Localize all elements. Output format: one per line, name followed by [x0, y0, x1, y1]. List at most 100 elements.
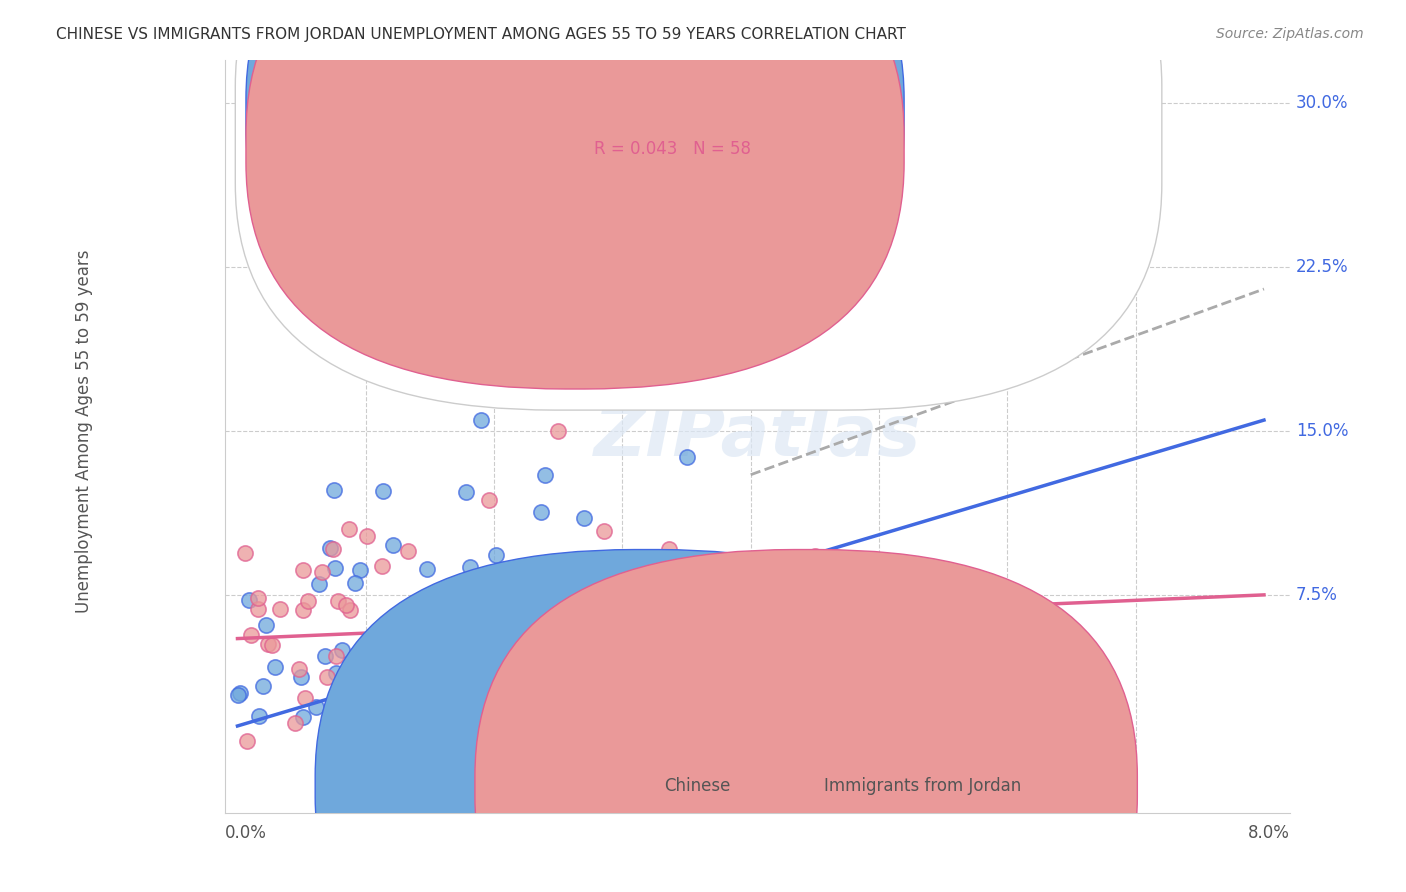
Point: [675, 450, 697, 465]
Point: [593, 524, 616, 538]
Point: [284, 715, 307, 730]
FancyBboxPatch shape: [475, 549, 1137, 892]
Point: [318, 722, 340, 736]
Point: [530, 504, 553, 518]
Point: [484, 548, 506, 562]
Text: Unemployment Among Ages 55 to 59 years: Unemployment Among Ages 55 to 59 years: [75, 249, 93, 613]
Point: [356, 529, 378, 543]
Point: [482, 648, 505, 662]
Point: [252, 679, 274, 693]
Point: [423, 599, 446, 613]
Point: [297, 593, 319, 607]
Point: [415, 606, 437, 620]
Point: [478, 492, 501, 507]
Point: [325, 648, 347, 663]
Point: [382, 538, 405, 552]
Point: [330, 643, 353, 657]
Text: 30.0%: 30.0%: [1296, 95, 1348, 112]
Point: [254, 617, 277, 632]
Point: [456, 484, 478, 499]
Text: 15.0%: 15.0%: [1296, 422, 1348, 440]
Point: [325, 665, 347, 680]
Point: [658, 542, 681, 557]
Point: [440, 616, 463, 631]
Text: 8.0%: 8.0%: [1247, 824, 1289, 842]
Point: [291, 563, 314, 577]
Point: [569, 624, 592, 638]
Point: [319, 541, 342, 555]
Point: [444, 238, 467, 252]
Point: [541, 626, 564, 640]
FancyBboxPatch shape: [246, 0, 904, 389]
Text: 7.5%: 7.5%: [1296, 586, 1339, 604]
Text: Chinese: Chinese: [665, 777, 731, 796]
Point: [470, 606, 492, 620]
Point: [315, 670, 337, 684]
Point: [239, 628, 262, 642]
Point: [326, 594, 349, 608]
Point: [322, 483, 344, 497]
Text: R = 0.043   N = 58: R = 0.043 N = 58: [595, 139, 751, 158]
Point: [308, 577, 330, 591]
Point: [482, 326, 505, 340]
Point: [396, 544, 419, 558]
Point: [291, 603, 314, 617]
Point: [335, 598, 357, 612]
Point: [292, 710, 315, 724]
Point: [260, 638, 283, 652]
Point: [337, 523, 360, 537]
Text: ZIPatlas: ZIPatlas: [593, 402, 921, 471]
Point: [416, 562, 439, 576]
Point: [247, 591, 270, 605]
Point: [470, 413, 492, 427]
Point: [269, 602, 291, 616]
Point: [229, 686, 252, 700]
Point: [391, 653, 413, 667]
Point: [311, 565, 333, 579]
Point: [714, 649, 737, 664]
Text: 22.5%: 22.5%: [1296, 258, 1348, 277]
Point: [804, 549, 827, 564]
Point: [415, 626, 437, 640]
Point: [236, 734, 259, 748]
Point: [522, 380, 544, 394]
Point: [373, 483, 395, 498]
Text: Immigrants from Jordan: Immigrants from Jordan: [824, 777, 1022, 796]
Point: [509, 636, 531, 650]
Point: [344, 576, 367, 591]
Point: [492, 669, 515, 683]
Point: [322, 542, 344, 557]
Point: [287, 662, 309, 676]
Point: [1060, 730, 1083, 744]
Point: [534, 467, 557, 482]
Point: [572, 511, 595, 525]
Point: [264, 659, 287, 673]
Text: R = 0.340   N = 45: R = 0.340 N = 45: [595, 104, 751, 122]
Point: [465, 752, 488, 766]
Point: [453, 648, 475, 662]
Point: [233, 546, 256, 560]
Point: [547, 424, 569, 438]
Point: [626, 632, 648, 646]
Point: [716, 627, 738, 641]
Point: [349, 563, 371, 577]
Point: [509, 379, 531, 393]
Point: [603, 560, 626, 574]
Text: Source: ZipAtlas.com: Source: ZipAtlas.com: [1216, 27, 1364, 41]
FancyBboxPatch shape: [315, 549, 977, 892]
Point: [339, 602, 361, 616]
Point: [247, 602, 270, 616]
Point: [377, 616, 399, 631]
Point: [733, 687, 755, 701]
Point: [612, 599, 634, 613]
Text: 0.0%: 0.0%: [225, 824, 267, 842]
Point: [371, 559, 394, 574]
Point: [479, 674, 502, 689]
Point: [364, 688, 387, 702]
Point: [247, 708, 270, 723]
Point: [426, 611, 449, 625]
FancyBboxPatch shape: [246, 0, 904, 353]
Point: [294, 690, 316, 705]
Point: [329, 260, 352, 275]
Point: [740, 682, 762, 697]
